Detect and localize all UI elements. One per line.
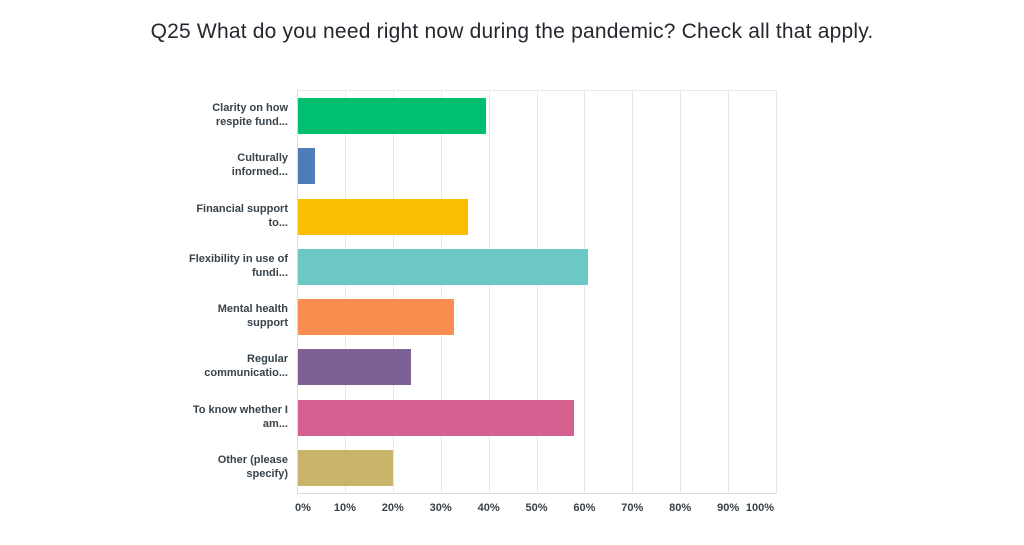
- category-label-text: Culturally informed...: [231, 152, 288, 179]
- x-tick-label: 60%: [573, 502, 596, 514]
- bar-6: [298, 349, 411, 386]
- gridline: [488, 91, 490, 493]
- category-label-text: Mental health support: [217, 303, 288, 330]
- bar-4: [298, 248, 588, 285]
- bar-row: [298, 192, 777, 242]
- gridline: [344, 91, 346, 493]
- category-label: To know whether I am...: [0, 392, 293, 442]
- category-label-text: Regular communicatio...: [204, 353, 288, 380]
- category-label: Flexibility in use of fundi...: [0, 241, 293, 291]
- x-tick-label: 80%: [669, 502, 692, 514]
- category-label-text: To know whether I am...: [192, 403, 288, 430]
- bar-row: [298, 443, 777, 493]
- category-label: Culturally informed...: [0, 140, 293, 190]
- category-label-text: Other (please specify): [217, 453, 288, 480]
- gridline: [392, 91, 394, 493]
- gridline: [584, 91, 586, 493]
- bar-3: [298, 198, 469, 235]
- bar-8: [298, 449, 393, 486]
- category-label: Regular communicatio...: [0, 341, 293, 391]
- gridline: [776, 91, 777, 493]
- gridline: [728, 91, 730, 493]
- x-tick-label: 10%: [333, 502, 356, 514]
- bar-row: [298, 292, 777, 342]
- category-label-text: Flexibility in use of fundi...: [188, 252, 288, 279]
- x-axis: 0% 10% 20% 30% 40% 50% 60% 70% 80% 90% 100%: [295, 502, 776, 522]
- x-tick-label: 50%: [525, 502, 548, 514]
- bar-5: [298, 299, 454, 336]
- chart-title: Q25 What do you need right now during th…: [150, 20, 874, 43]
- bar-7: [298, 399, 574, 436]
- bar-1: [298, 98, 486, 135]
- bar-row: [298, 141, 777, 191]
- category-label: Mental health support: [0, 291, 293, 341]
- bar-row: [298, 342, 777, 392]
- bar-row: [298, 242, 777, 292]
- x-tick-label: 40%: [477, 502, 500, 514]
- gridline: [632, 91, 634, 493]
- bar-row: [298, 91, 777, 141]
- x-tick-label: 90%: [717, 502, 740, 514]
- x-tick-label: 100%: [745, 502, 774, 514]
- category-labels-column: Clarity on how respite fund... Culturally…: [0, 90, 293, 492]
- category-label-text: Clarity on how respite fund...: [212, 102, 288, 129]
- bar-row: [298, 393, 777, 443]
- gridline: [680, 91, 682, 493]
- x-tick-label: 70%: [621, 502, 644, 514]
- category-label: Clarity on how respite fund...: [0, 90, 293, 140]
- x-tick-label: 30%: [429, 502, 452, 514]
- x-tick-label: 20%: [381, 502, 404, 514]
- x-tick-label: 0%: [295, 502, 311, 514]
- gridline: [440, 91, 442, 493]
- category-label: Other (please specify): [0, 442, 293, 492]
- category-label-text: Financial support to...: [196, 202, 288, 229]
- bar-2: [298, 148, 316, 185]
- plot-area: [297, 90, 777, 494]
- gridline: [536, 91, 538, 493]
- category-label: Financial support to...: [0, 191, 293, 241]
